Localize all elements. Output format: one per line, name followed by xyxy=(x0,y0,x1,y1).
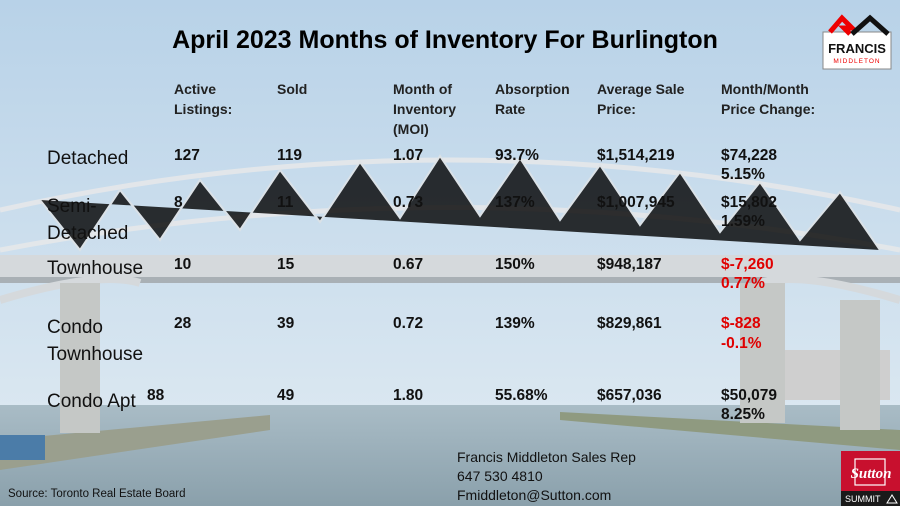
sold: 49 xyxy=(277,387,295,404)
absorption-rate: 150% xyxy=(495,256,535,273)
svg-text:FRANCIS: FRANCIS xyxy=(828,41,886,56)
change-amount: $50,079 xyxy=(721,387,778,404)
moi: 0.67 xyxy=(393,256,424,273)
header-price-change: Month/Month Price Change: xyxy=(721,81,816,117)
average-sale-price: $829,861 xyxy=(597,315,662,332)
active-listings: 10 xyxy=(174,256,192,273)
contact-email: Fmiddleton@Sutton.com xyxy=(457,487,612,503)
change-amount: $15,802 xyxy=(721,194,778,211)
moi: 0.72 xyxy=(393,315,424,332)
change-percent: 5.15% xyxy=(721,166,765,183)
source-note: Source: Toronto Real Estate Board xyxy=(8,488,186,500)
svg-text:SUMMIT: SUMMIT xyxy=(845,494,881,504)
sold: 39 xyxy=(277,315,295,332)
active-listings: 28 xyxy=(174,315,192,332)
average-sale-price: $1,514,219 xyxy=(597,147,675,164)
row-label: Semi-Detached xyxy=(47,196,129,244)
absorption-rate: 137% xyxy=(495,194,535,211)
average-sale-price: $657,036 xyxy=(597,387,662,404)
sold: 11 xyxy=(277,194,294,211)
change-percent: -0.1% xyxy=(721,335,762,352)
row-label: Condo Apt xyxy=(47,391,136,412)
header-sold: Sold xyxy=(277,81,308,97)
sutton-summit-logo: Sutton SUMMIT xyxy=(841,451,900,506)
contact-name: Francis Middleton Sales Rep xyxy=(457,449,636,465)
absorption-rate: 93.7% xyxy=(495,147,539,164)
francis-middleton-logo: FRANCIS MIDDLETON xyxy=(822,14,892,70)
change-percent: 0.77% xyxy=(721,275,765,292)
contact-phone: 647 530 4810 xyxy=(457,468,543,484)
svg-text:MIDDLETON: MIDDLETON xyxy=(833,58,880,65)
sold: 15 xyxy=(277,256,295,273)
active-listings: 88 xyxy=(147,387,165,404)
moi: 1.80 xyxy=(393,387,424,404)
average-sale-price: $1,007,945 xyxy=(597,194,675,211)
change-percent: 1.59% xyxy=(721,213,765,230)
absorption-rate: 139% xyxy=(495,315,535,332)
change-amount: $-7,260 xyxy=(721,256,774,273)
active-listings: 127 xyxy=(174,147,200,164)
change-percent: 8.25% xyxy=(721,406,765,423)
page-title: April 2023 Months of Inventory For Burli… xyxy=(172,26,718,54)
header-active-listings: Active Listings: xyxy=(174,81,233,117)
contact-block: Francis Middleton Sales Rep 647 530 4810… xyxy=(457,448,636,505)
absorption-rate: 55.68% xyxy=(495,387,548,404)
sold: 119 xyxy=(277,147,303,164)
header-absorption-rate: Absorption Rate xyxy=(495,81,570,117)
row-label: Condo Townhouse xyxy=(47,317,144,365)
moi: 0.73 xyxy=(393,194,424,211)
moi: 1.07 xyxy=(393,147,424,164)
average-sale-price: $948,187 xyxy=(597,256,662,273)
svg-text:Sutton: Sutton xyxy=(851,466,892,482)
header-average-sale-price: Average Sale Price: xyxy=(597,81,685,117)
header-moi: Month of Inventory (MOI) xyxy=(393,81,457,137)
change-amount: $-828 xyxy=(721,315,761,332)
row-label: Townhouse xyxy=(47,258,144,279)
active-listings: 8 xyxy=(174,194,183,211)
row-label: Detached xyxy=(47,148,129,169)
change-amount: $74,228 xyxy=(721,147,778,164)
